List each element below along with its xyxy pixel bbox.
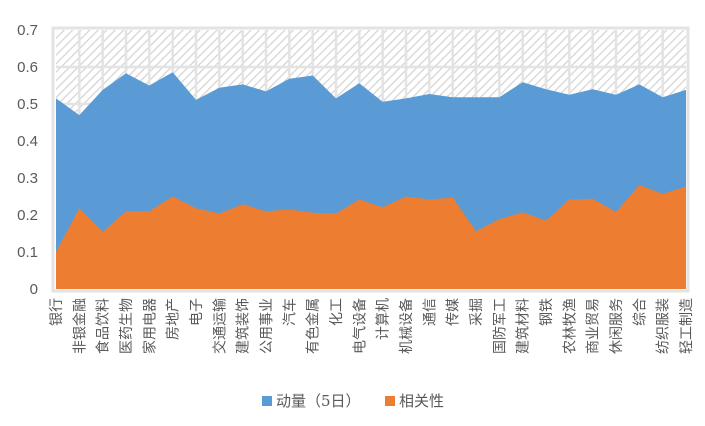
x-tick-label: 休闲服务 [609, 298, 625, 354]
x-tick-label: 医药生物 [119, 298, 135, 354]
x-tick-label: 传媒 [446, 298, 462, 326]
x-tick-label: 电气设备 [351, 298, 368, 354]
x-axis-labels: 银行 非银金融 食品饮料 医药生物 家用电器 房地产 电子 交通运输 建筑装饰 公用事业 汽车 有色金… [49, 298, 695, 354]
x-tick-label: 计算机 [376, 298, 392, 340]
x-tick-label: 轻工制造 [679, 298, 695, 354]
x-tick-label: 国防军工 [492, 298, 508, 354]
y-tick-label: 0.1 [17, 244, 38, 261]
x-tick-label: 银行 [49, 298, 65, 326]
x-tick-label: 公用事业 [259, 298, 275, 354]
x-tick-label: 建筑材料 [516, 298, 532, 354]
plot-border [51, 26, 690, 293]
x-tick-label: 食品饮料 [95, 298, 112, 354]
x-tick-label: 电子 [189, 298, 205, 326]
x-tick-label: 钢铁 [539, 298, 555, 326]
y-tick-label: 0.7 [17, 22, 38, 39]
x-tick-label: 纺织服装 [656, 298, 672, 354]
x-tick-label: 有色金属 [305, 298, 322, 354]
x-tick-label: 建筑装饰 [236, 298, 252, 354]
y-tick-label: 0.5 [17, 96, 38, 113]
x-tick-label: 交通运输 [211, 298, 228, 354]
y-tick-label: 0.6 [17, 59, 38, 76]
x-tick-label: 通信 [422, 298, 438, 326]
y-tick-label: 0.3 [17, 170, 38, 187]
x-tick-label: 汽车 [281, 298, 298, 326]
x-tick-label: 采掘 [469, 298, 485, 326]
legend-label-momentum: 动量（5日） [276, 392, 361, 410]
legend-label-correlation: 相关性 [399, 392, 444, 410]
y-tick-label: 0 [30, 281, 38, 298]
x-tick-label: 房地产 [166, 298, 182, 340]
x-tick-label: 机械设备 [398, 298, 415, 354]
x-tick-label: 化工 [329, 298, 345, 326]
x-tick-label: 家用电器 [141, 298, 158, 354]
legend: 动量（5日） 相关性 [262, 392, 444, 410]
x-tick-label: 农林牧渔 [562, 298, 578, 354]
legend-swatch-correlation [385, 396, 395, 406]
y-axis-ticks: 0 0.1 0.2 0.3 0.4 0.5 0.6 0.7 [17, 22, 38, 298]
x-tick-label: 商业贸易 [586, 298, 602, 354]
legend-swatch-momentum [262, 396, 272, 406]
x-tick-label: 非银金融 [72, 298, 88, 354]
y-tick-label: 0.2 [17, 207, 38, 224]
y-tick-label: 0.4 [17, 133, 38, 150]
series-area-correlation [56, 185, 686, 289]
x-tick-label: 综合 [632, 298, 648, 326]
